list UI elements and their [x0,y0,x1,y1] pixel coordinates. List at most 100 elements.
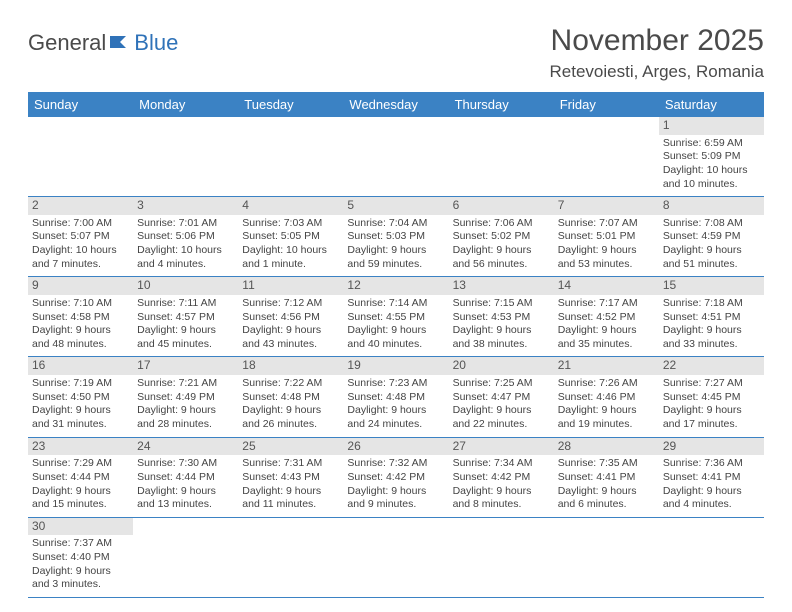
day-info: Sunrise: 7:01 AMSunset: 5:06 PMDaylight:… [137,217,234,272]
calendar-cell: 1 Sunrise: 6:59 AMSunset: 5:09 PMDaylight… [659,117,764,197]
sunrise-text: Sunrise: 7:04 AM [347,217,444,231]
sunrise-text: Sunrise: 7:26 AM [558,377,655,391]
sunset-text: Sunset: 4:45 PM [663,391,760,405]
day-info: Sunrise: 7:15 AMSunset: 4:53 PMDaylight:… [453,297,550,352]
day-info: Sunrise: 7:22 AMSunset: 4:48 PMDaylight:… [242,377,339,432]
sunrise-text: Sunrise: 7:32 AM [347,457,444,471]
calendar-cell [449,117,554,197]
day-info: Sunrise: 7:27 AMSunset: 4:45 PMDaylight:… [663,377,760,432]
daylight-text: Daylight: 9 hours and 59 minutes. [347,244,444,271]
daylight-text: Daylight: 9 hours and 56 minutes. [453,244,550,271]
day-number: 19 [343,357,448,375]
calendar-cell: 15Sunrise: 7:18 AMSunset: 4:51 PMDayligh… [659,277,764,357]
sunrise-text: Sunrise: 7:31 AM [242,457,339,471]
sunset-text: Sunset: 4:57 PM [137,311,234,325]
header: General Blue November 2025 Retevoiesti, … [28,24,764,82]
calendar-cell: 14Sunrise: 7:17 AMSunset: 4:52 PMDayligh… [554,277,659,357]
day-number: 9 [28,277,133,295]
daylight-text: Daylight: 10 hours and 4 minutes. [137,244,234,271]
sunrise-text: Sunrise: 7:15 AM [453,297,550,311]
calendar-body: 1 Sunrise: 6:59 AMSunset: 5:09 PMDaylight… [28,117,764,597]
calendar-cell: 18Sunrise: 7:22 AMSunset: 4:48 PMDayligh… [238,357,343,437]
day-info: Sunrise: 7:18 AMSunset: 4:51 PMDaylight:… [663,297,760,352]
day-info: Sunrise: 7:04 AMSunset: 5:03 PMDaylight:… [347,217,444,272]
day-info: Sunrise: 7:35 AMSunset: 4:41 PMDaylight:… [558,457,655,512]
daylight-text: Daylight: 9 hours and 9 minutes. [347,485,444,512]
day-header: Sunday [28,92,133,117]
days-of-week-row: SundayMondayTuesdayWednesdayThursdayFrid… [28,92,764,117]
daylight-text: Daylight: 9 hours and 45 minutes. [137,324,234,351]
day-number: 21 [554,357,659,375]
sunset-text: Sunset: 5:01 PM [558,230,655,244]
day-number: 22 [659,357,764,375]
sunset-text: Sunset: 4:49 PM [137,391,234,405]
calendar-week: 2Sunrise: 7:00 AMSunset: 5:07 PMDaylight… [28,197,764,277]
day-number: 3 [133,197,238,215]
calendar-table: SundayMondayTuesdayWednesdayThursdayFrid… [28,92,764,598]
daylight-text: Daylight: 9 hours and 6 minutes. [558,485,655,512]
sunset-text: Sunset: 4:48 PM [347,391,444,405]
calendar-week: 30Sunrise: 7:37 AMSunset: 4:40 PMDayligh… [28,517,764,597]
day-number: 7 [554,197,659,215]
sunrise-text: Sunrise: 7:01 AM [137,217,234,231]
daylight-text: Daylight: 9 hours and 8 minutes. [453,485,550,512]
daylight-text: Daylight: 9 hours and 11 minutes. [242,485,339,512]
day-number: 23 [28,438,133,456]
month-title: November 2025 [550,24,765,58]
day-info: Sunrise: 7:21 AMSunset: 4:49 PMDaylight:… [137,377,234,432]
daylight-text: Daylight: 9 hours and 3 minutes. [32,565,129,592]
daylight-text: Daylight: 9 hours and 22 minutes. [453,404,550,431]
logo: General Blue [28,24,178,56]
sunrise-text: Sunrise: 7:07 AM [558,217,655,231]
sunrise-text: Sunrise: 7:35 AM [558,457,655,471]
daylight-text: Daylight: 9 hours and 51 minutes. [663,244,760,271]
calendar-cell: 25Sunrise: 7:31 AMSunset: 4:43 PMDayligh… [238,437,343,517]
day-number: 24 [133,438,238,456]
sunrise-text: Sunrise: 7:30 AM [137,457,234,471]
daylight-text: Daylight: 9 hours and 28 minutes. [137,404,234,431]
calendar-cell: 20Sunrise: 7:25 AMSunset: 4:47 PMDayligh… [449,357,554,437]
flag-icon [110,34,132,50]
sunset-text: Sunset: 4:44 PM [32,471,129,485]
calendar-cell: 7 Sunrise: 7:07 AMSunset: 5:01 PMDaylight… [554,197,659,277]
day-info: Sunrise: 6:59 AMSunset: 5:09 PMDaylight:… [663,137,760,192]
sunset-text: Sunset: 4:41 PM [663,471,760,485]
sunrise-text: Sunrise: 7:21 AM [137,377,234,391]
calendar-cell: 24Sunrise: 7:30 AMSunset: 4:44 PMDayligh… [133,437,238,517]
daylight-text: Daylight: 9 hours and 38 minutes. [453,324,550,351]
title-block: November 2025 Retevoiesti, Arges, Romani… [550,24,765,82]
day-number: 8 [659,197,764,215]
sunset-text: Sunset: 4:41 PM [558,471,655,485]
calendar-cell [238,117,343,197]
day-number: 5 [343,197,448,215]
sunrise-text: Sunrise: 7:03 AM [242,217,339,231]
day-number: 30 [28,518,133,536]
day-info: Sunrise: 7:29 AMSunset: 4:44 PMDaylight:… [32,457,129,512]
calendar-cell: 28Sunrise: 7:35 AMSunset: 4:41 PMDayligh… [554,437,659,517]
sunset-text: Sunset: 4:56 PM [242,311,339,325]
day-info: Sunrise: 7:31 AMSunset: 4:43 PMDaylight:… [242,457,339,512]
sunrise-text: Sunrise: 7:18 AM [663,297,760,311]
daylight-text: Daylight: 9 hours and 26 minutes. [242,404,339,431]
day-number: 1 [659,117,764,135]
day-number: 4 [238,197,343,215]
calendar-cell: 19Sunrise: 7:23 AMSunset: 4:48 PMDayligh… [343,357,448,437]
calendar-cell [133,117,238,197]
day-number: 14 [554,277,659,295]
sunrise-text: Sunrise: 7:14 AM [347,297,444,311]
daylight-text: Daylight: 9 hours and 48 minutes. [32,324,129,351]
day-header: Monday [133,92,238,117]
sunrise-text: Sunrise: 7:12 AM [242,297,339,311]
calendar-week: 9Sunrise: 7:10 AMSunset: 4:58 PMDaylight… [28,277,764,357]
calendar-cell: 8Sunrise: 7:08 AMSunset: 4:59 PMDaylight… [659,197,764,277]
sunset-text: Sunset: 4:46 PM [558,391,655,405]
sunrise-text: Sunrise: 7:27 AM [663,377,760,391]
sunrise-text: Sunrise: 7:23 AM [347,377,444,391]
calendar-cell: 5 Sunrise: 7:04 AMSunset: 5:03 PMDaylight… [343,197,448,277]
calendar-cell: 3 Sunrise: 7:01 AMSunset: 5:06 PMDaylight… [133,197,238,277]
calendar-cell: 12Sunrise: 7:14 AMSunset: 4:55 PMDayligh… [343,277,448,357]
sunrise-text: Sunrise: 7:19 AM [32,377,129,391]
calendar-cell: 2Sunrise: 7:00 AMSunset: 5:07 PMDaylight… [28,197,133,277]
day-info: Sunrise: 7:07 AMSunset: 5:01 PMDaylight:… [558,217,655,272]
sunset-text: Sunset: 4:55 PM [347,311,444,325]
